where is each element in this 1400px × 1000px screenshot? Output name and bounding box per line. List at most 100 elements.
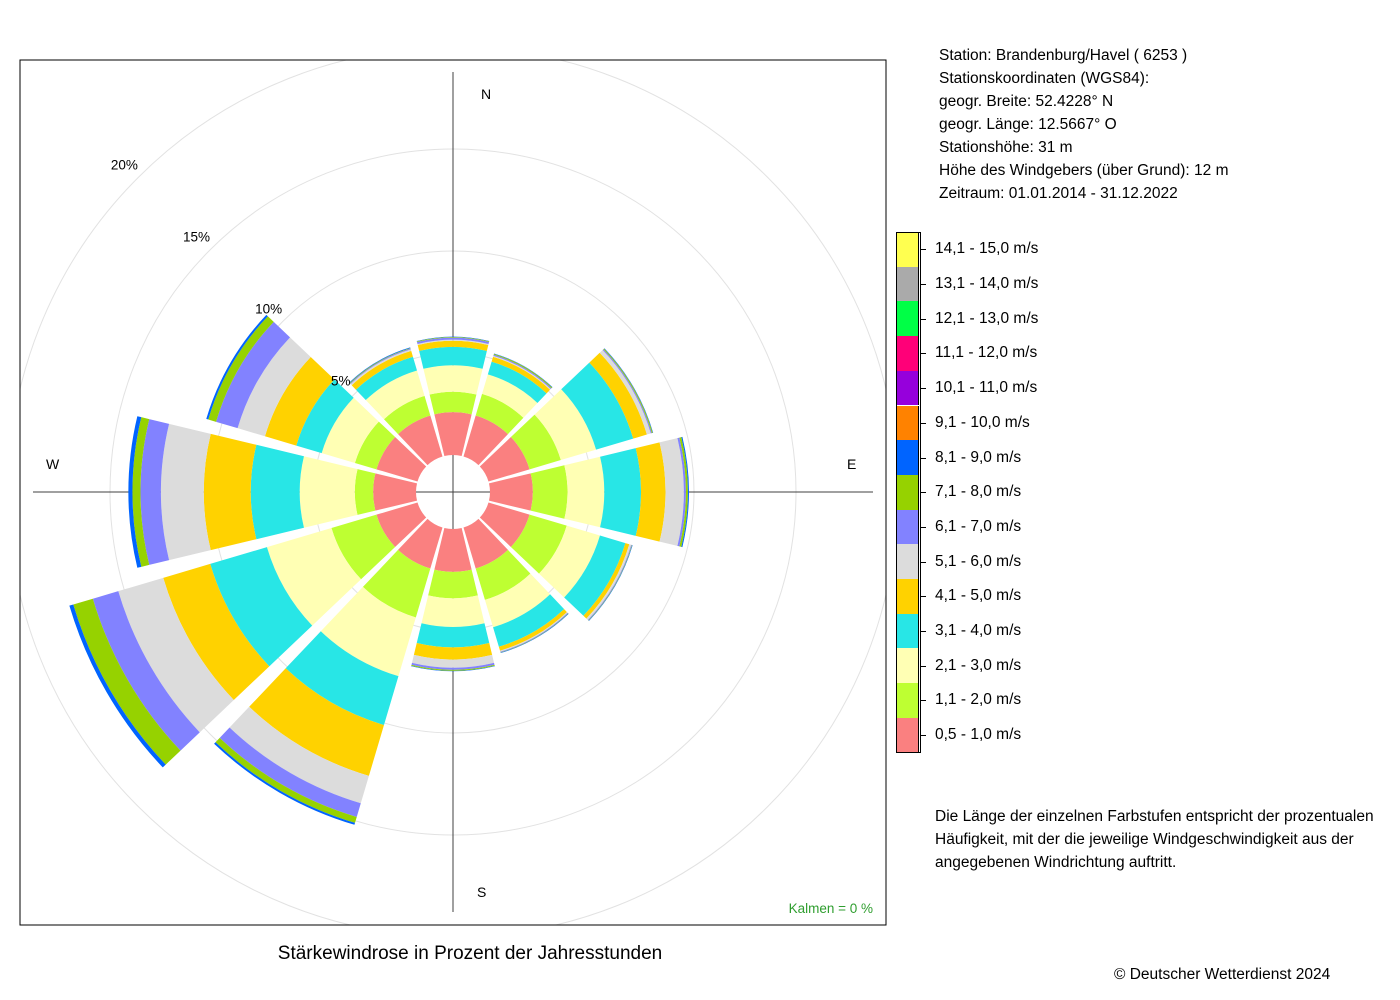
legend-item: 11,1 - 12,0 m/s: [896, 336, 1196, 371]
legend-swatch: [896, 232, 919, 267]
legend-swatch: [896, 544, 919, 579]
legend-item: 13,1 - 14,0 m/s: [896, 266, 1196, 302]
legend-tick: [921, 735, 926, 737]
sector-90-class-1: [530, 465, 568, 519]
legend-tick: [921, 457, 926, 459]
sector-240-class-7: [73, 598, 181, 765]
radial-tick-label: 10%: [255, 302, 282, 317]
sector-240-class-3: [210, 547, 313, 667]
sector-180-class-0: [434, 527, 472, 572]
legend-tick: [921, 665, 926, 667]
sector-90-class-0: [488, 473, 533, 511]
legend-tick: [921, 284, 926, 286]
sector-300-class-1: [354, 421, 396, 470]
sector-210-class-7: [215, 737, 357, 823]
sector-30-class-2: [482, 374, 538, 418]
legend-tick: [921, 492, 926, 494]
latitude: geogr. Breite: 52.4228° N: [939, 93, 1114, 110]
plot-frame: [19, 59, 887, 926]
sector-150-class-1: [475, 549, 531, 600]
legend-tick: [921, 596, 926, 598]
legend-tick: [921, 700, 926, 702]
sector-90-class-2: [564, 456, 605, 528]
legend-item: 5,1 - 6,0 m/s: [896, 544, 1196, 579]
sector-180-class-4: [413, 643, 493, 660]
wind-sectors: [69, 314, 689, 825]
longitude: geogr. Länge: 12.5667° O: [939, 116, 1117, 133]
sector-120-class-0: [479, 502, 530, 547]
legend-swatch: [896, 683, 919, 718]
sector-90-class-7: [679, 437, 688, 547]
legend-tick: [921, 422, 926, 424]
sector-120-class-1: [510, 514, 567, 574]
legend-item: 14,1 - 15,0 m/s: [896, 232, 1196, 267]
sector-150-class-4: [498, 609, 567, 651]
legend-label: 11,1 - 12,0 m/s: [935, 344, 1038, 362]
sector-300-class-5: [237, 337, 311, 437]
sector-180-class-1: [428, 569, 478, 599]
sector-330-class-4: [351, 350, 413, 390]
legend-tick: [921, 318, 926, 320]
sector-150-class-3: [493, 594, 565, 647]
sector-180-class-7: [411, 664, 495, 671]
sector-210-class-4: [249, 668, 384, 776]
sector-60-class-0: [479, 437, 530, 482]
sector-180-class-5: [411, 654, 495, 668]
explanation-note: Die Länge der einzelnen Farbstufen entsp…: [935, 808, 1374, 871]
legend-swatch: [896, 648, 919, 684]
legend-swatch: [896, 336, 919, 371]
sector-300-class-6: [216, 321, 291, 429]
sector-300-class-0: [376, 437, 427, 482]
sector-120-class-3: [564, 535, 626, 616]
sector-270-class-5: [161, 423, 211, 561]
sector-60-class-4: [589, 352, 647, 439]
sector-330-class-0: [398, 415, 443, 466]
sector-300-class-3: [296, 379, 354, 454]
sector-180-class-8: [411, 665, 495, 672]
legend-item: 12,1 - 13,0 m/s: [896, 301, 1196, 337]
legend-item: 6,1 - 7,0 m/s: [896, 509, 1196, 545]
legend-label: 9,1 - 10,0 m/s: [935, 413, 1030, 431]
sector-150-class-0: [463, 518, 508, 569]
sector-90-class-6: [677, 437, 686, 547]
legend-swatch: [896, 370, 919, 406]
station-info: Station: Brandenburg/Havel ( 6253 ) Stat…: [939, 44, 1228, 205]
sector-60-class-1: [510, 414, 561, 470]
sector-300-class-2: [321, 397, 379, 463]
sector-210-class-1: [362, 549, 431, 618]
copyright: © Deutscher Wetterdienst 2024: [1114, 966, 1331, 983]
sector-150-class-2: [484, 573, 551, 628]
sector-270-class-2: [299, 456, 358, 528]
sector-240-class-1: [331, 514, 396, 580]
sector-0-class-1: [429, 391, 477, 415]
legend-tick: [921, 388, 926, 390]
sector-60-class-2: [534, 389, 597, 461]
sector-30-class-0: [463, 415, 508, 466]
sector-270-class-3: [250, 444, 304, 540]
sector-180-class-3: [416, 623, 490, 648]
sector-180-class-2: [421, 595, 485, 627]
sector-90-class-5: [659, 438, 684, 546]
sector-210-class-2: [320, 586, 416, 677]
sector-240-class-0: [376, 502, 427, 547]
legend-swatch: [896, 405, 919, 441]
wind-rose-chart: 5% 10% 15% 20% N E S W Kalmen = 0 %: [19, 59, 887, 926]
sector-330-class-2: [365, 370, 425, 420]
legend-tick: [921, 631, 926, 633]
sector-240-class-6: [92, 591, 200, 751]
legend-tick: [921, 526, 926, 528]
radial-tick-label: 15%: [183, 229, 210, 244]
sector-0-class-3: [419, 346, 487, 369]
legend-item: 4,1 - 5,0 m/s: [896, 579, 1196, 614]
legend-label: 7,1 - 8,0 m/s: [935, 483, 1022, 501]
legend-label: 8,1 - 9,0 m/s: [935, 448, 1022, 466]
sector-270-class-6: [140, 419, 170, 565]
sector-180-class-6: [411, 662, 495, 670]
sector-30-class-3: [487, 361, 547, 404]
legend-swatch: [896, 301, 919, 337]
legend-swatch: [896, 717, 919, 753]
sector-120-class-4: [583, 543, 630, 619]
direction-label-w: W: [46, 456, 60, 472]
sector-270-class-8: [128, 416, 142, 568]
legend-item: 3,1 - 4,0 m/s: [896, 613, 1196, 649]
